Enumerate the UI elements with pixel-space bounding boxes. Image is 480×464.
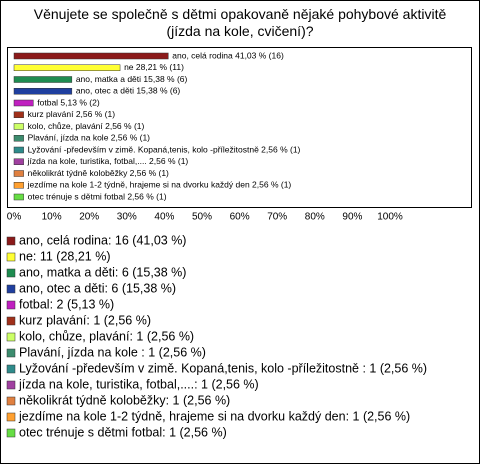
x-tick-label: 40%: [154, 212, 174, 223]
legend-swatch: [6, 268, 16, 278]
bar-label: otec trénuje s dětmi fotbal 2,56 % (1): [28, 191, 167, 201]
bar: [13, 158, 24, 165]
legend-label: otec trénuje s dětmi fotbal: 1 (2,56 %): [19, 425, 227, 439]
legend-label: ano, otec a děti: 6 (15,38 %): [19, 281, 176, 295]
bar: [13, 52, 169, 60]
legend-swatch: [6, 316, 16, 326]
x-tick-label: 30%: [117, 212, 137, 223]
x-tick-label: 90%: [342, 212, 362, 223]
bar: [13, 135, 24, 142]
x-tick-label: 50%: [192, 212, 212, 223]
legend-label: fotbal: 2 (5,13 %): [19, 297, 114, 311]
bar: [13, 170, 24, 177]
legend-label: kurz plavání: 1 (2,56 %): [19, 313, 151, 327]
bar: [13, 76, 73, 83]
x-tick-label: 60%: [230, 212, 250, 223]
x-tick-label: 20%: [79, 212, 99, 223]
legend-label: jízda na kole, turistika, fotbal,....: 1…: [18, 377, 259, 391]
legend-label: ne: 11 (28,21 %): [19, 249, 111, 263]
bar-label: ano, celá rodina 41,03 % (16): [172, 50, 284, 60]
bar: [13, 193, 24, 201]
legend-swatch: [6, 412, 16, 422]
legend-swatch: [6, 428, 16, 438]
bar: [13, 182, 24, 189]
bar-label: jízda na kole, turistika, fotbal,.... 2,…: [27, 156, 189, 166]
bar: [13, 99, 34, 107]
bar-label: Plavání, jízda na kole 2,56 % (1): [28, 133, 151, 143]
legend-swatch: [6, 380, 16, 390]
bar: [13, 88, 73, 95]
legend-label: jezdíme na kole 1-2 týdně, hrajeme si na…: [18, 409, 410, 423]
legend-label: Lyžování -především v zimě. Kopaná,tenis…: [19, 361, 427, 375]
legend-label: Plavání, jízda na kole : 1 (2,56 %): [19, 345, 206, 359]
legend-swatch: [6, 236, 16, 246]
legend-swatch: [6, 252, 16, 262]
legend-label: ano, matka a děti: 6 (15,38 %): [19, 265, 186, 279]
legend-swatch: [6, 284, 16, 294]
bar: [13, 146, 24, 154]
x-tick-label: 70%: [267, 212, 287, 223]
bar-label: ano, otec a děti 15,38 % (6): [76, 86, 181, 96]
x-tick-label: 10%: [42, 212, 62, 223]
bar-label: Lyžování -především v zimě. Kopaná,tenis…: [28, 144, 301, 154]
bar-label: několikrát týdně koloběžky 2,56 % (1): [28, 168, 169, 178]
legend-swatch: [6, 364, 16, 374]
legend-label: ano, celá rodina: 16 (41,03 %): [19, 233, 186, 247]
legend-label: několikrát týdně koloběžky: 1 (2,56 %): [19, 393, 230, 407]
legend-swatch: [6, 300, 16, 310]
bar-label: jezdíme na kole 1-2 týdně, hrajeme si na…: [27, 180, 292, 190]
legend-swatch: [6, 332, 16, 342]
bar: [13, 64, 121, 71]
x-tick-label: 80%: [305, 212, 325, 223]
bar-label: ne 28,21 % (11): [124, 62, 184, 72]
bar-label: kurz plavání 2,56 % (1): [28, 109, 116, 119]
chart-title: Věnujete se společně s dětmi opakovaně n…: [33, 6, 447, 39]
legend-label: kolo, chůze, plavání: 1 (2,56 %): [19, 329, 194, 343]
legend-swatch: [6, 396, 16, 406]
legend-swatch: [6, 348, 16, 358]
x-tick-label: 100%: [377, 212, 403, 223]
bar-label: ano, matka a děti 15,38 % (6): [76, 74, 188, 84]
bar-label: kolo, chůze, plavání 2,56 % (1): [28, 121, 145, 131]
bar: [13, 123, 24, 130]
plot-frame: [7, 47, 472, 208]
x-tick-label: 0%: [7, 212, 22, 223]
bar: [13, 111, 24, 118]
bar-label: fotbal 5,13 % (2): [37, 97, 100, 107]
